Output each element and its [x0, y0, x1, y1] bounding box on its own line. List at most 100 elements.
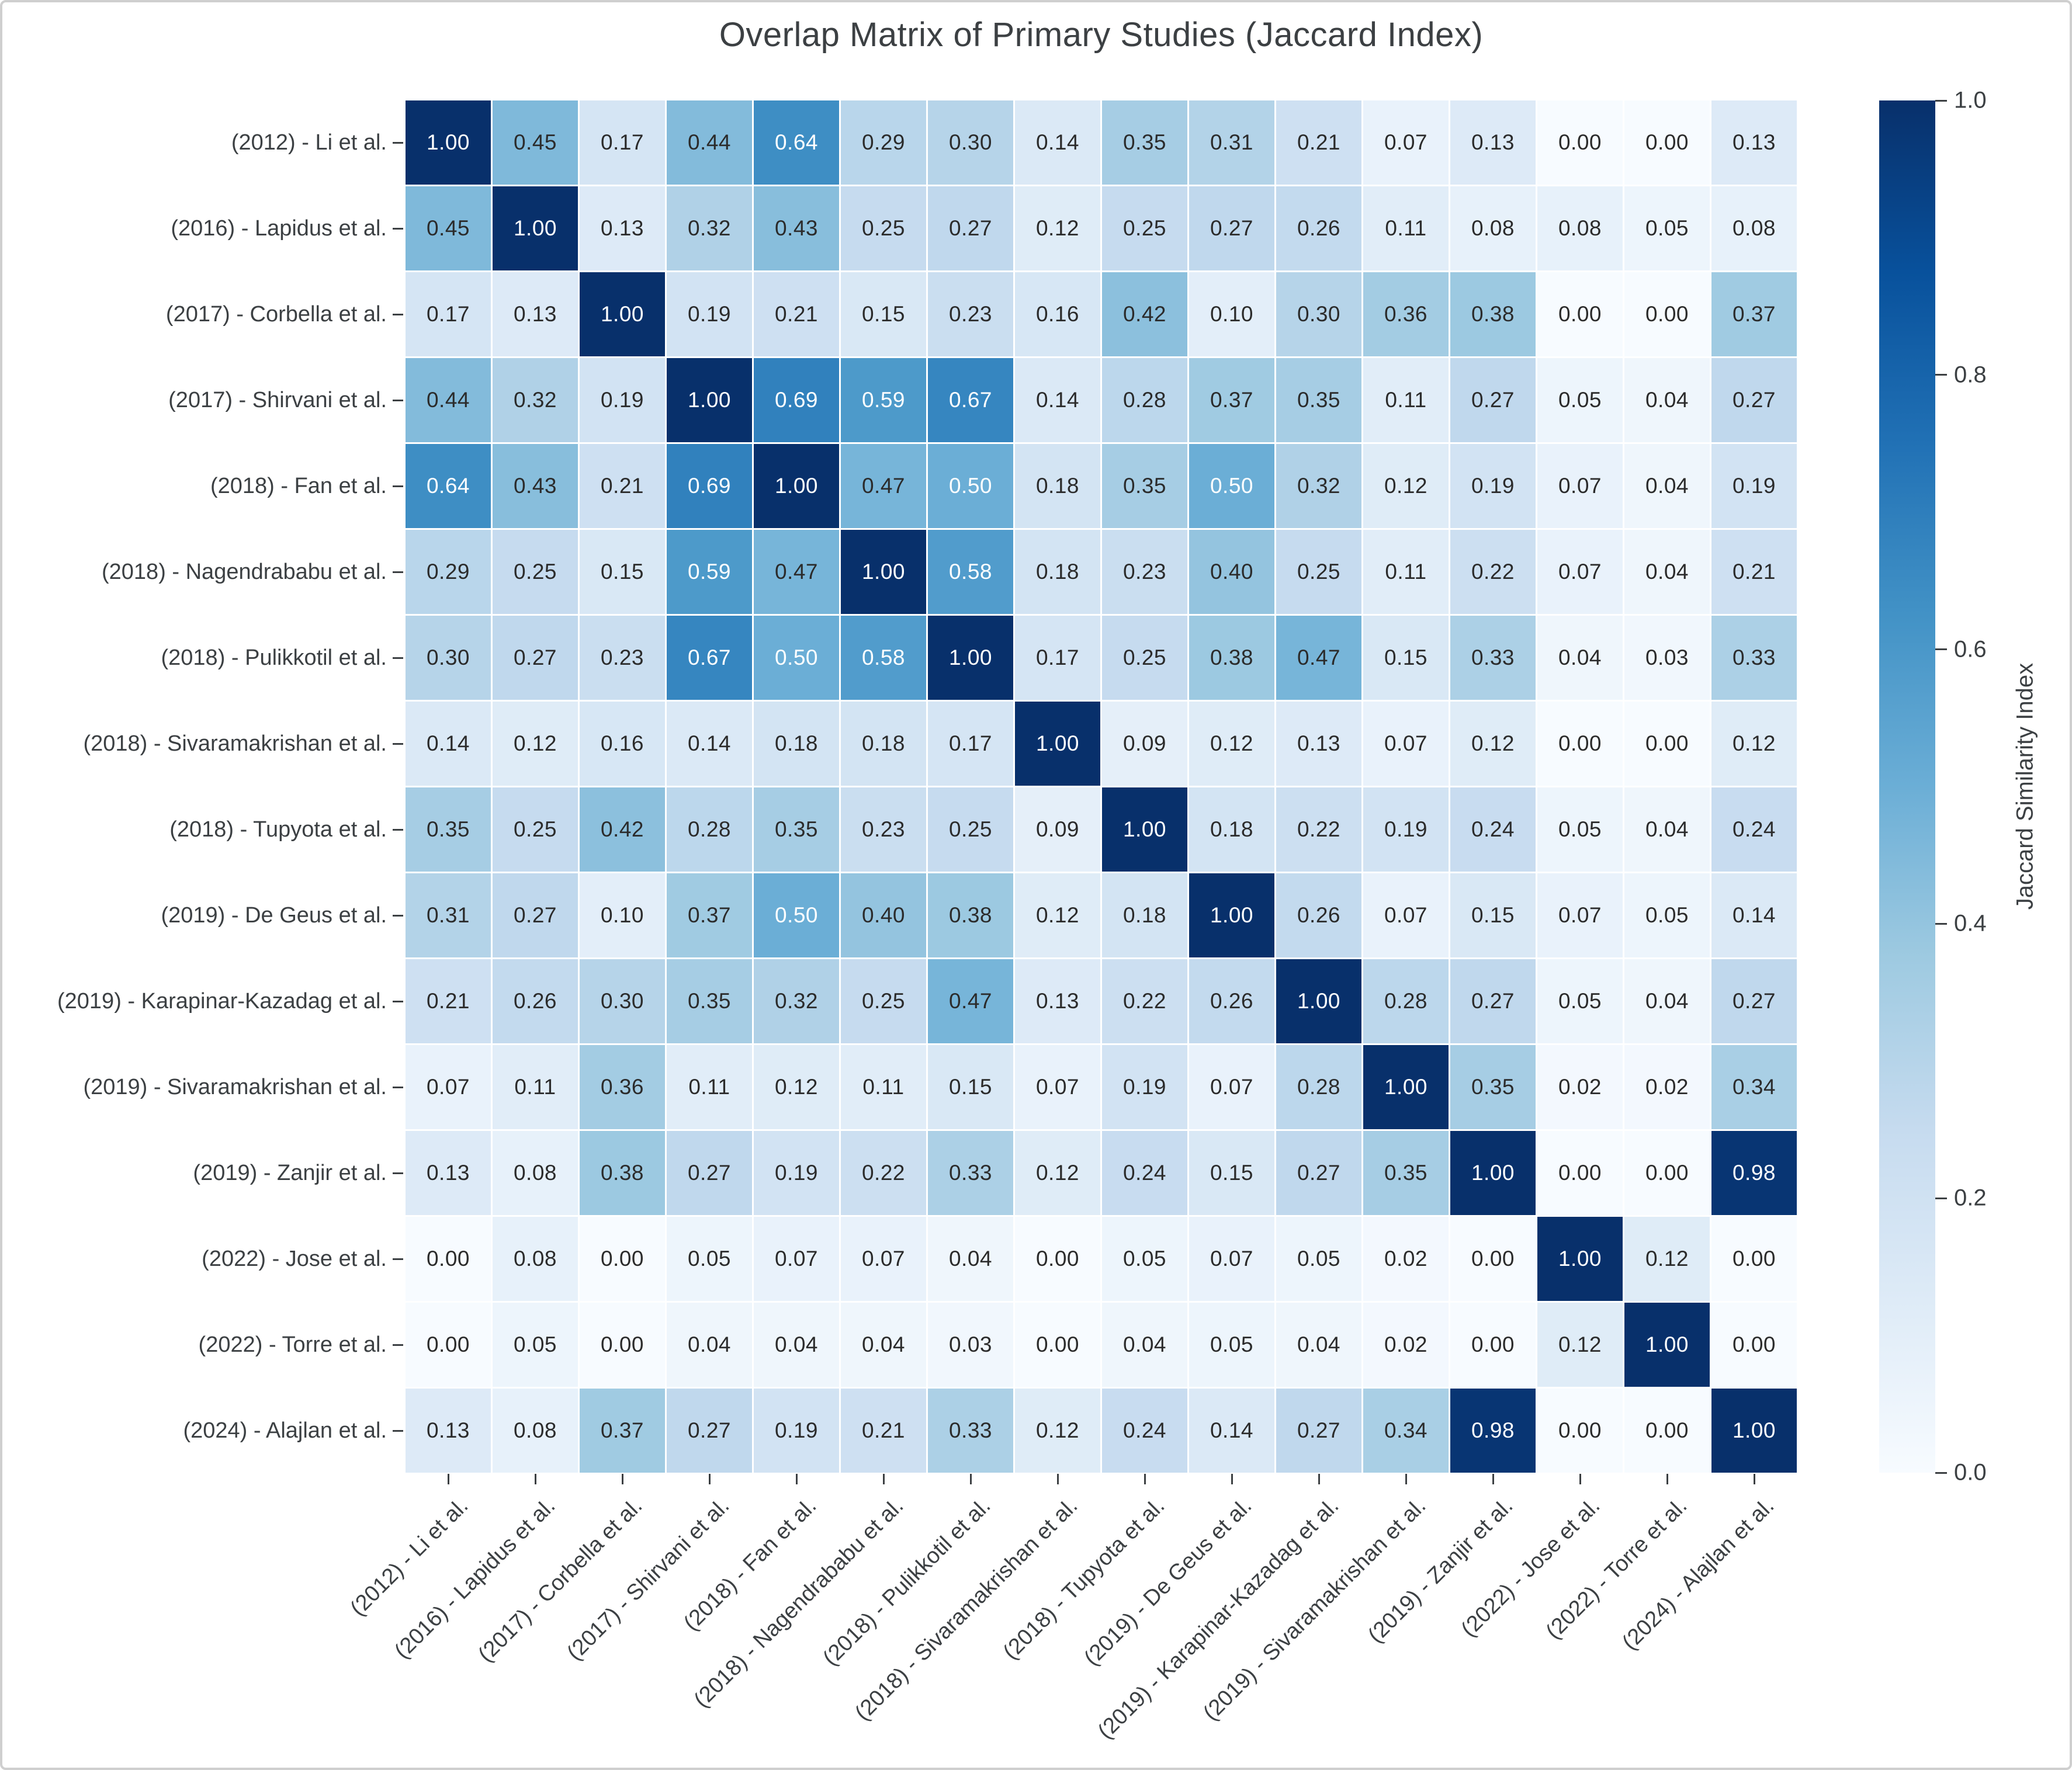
heatmap-cell: 0.05	[1537, 959, 1623, 1043]
colorbar-tick	[1935, 1197, 1947, 1199]
heatmap-cell: 0.00	[1624, 1389, 1710, 1473]
heatmap-cell: 0.10	[1189, 272, 1274, 356]
heatmap-cell: 0.29	[841, 100, 926, 185]
heatmap-cell: 0.00	[580, 1303, 665, 1387]
heatmap-cell: 0.13	[406, 1131, 491, 1215]
heatmap-cell: 0.08	[493, 1217, 578, 1301]
heatmap-cell: 0.14	[1711, 873, 1797, 957]
heatmap-cell: 0.00	[406, 1217, 491, 1301]
heatmap-cell: 0.14	[667, 702, 752, 786]
y-axis-tick	[393, 657, 403, 659]
y-axis-label: (2019) - De Geus et al.	[161, 903, 387, 928]
heatmap-cell: 0.13	[1711, 100, 1797, 185]
heatmap-cell: 0.00	[1624, 100, 1710, 185]
heatmap-cell: 0.27	[1450, 358, 1536, 442]
heatmap-cell: 0.50	[1189, 444, 1274, 528]
heatmap-cell: 0.08	[493, 1389, 578, 1473]
heatmap-cell: 0.11	[841, 1045, 926, 1129]
heatmap-cell: 0.12	[1015, 1389, 1100, 1473]
heatmap-cell: 0.38	[928, 873, 1013, 957]
heatmap-cell: 0.24	[1102, 1389, 1187, 1473]
x-axis-tick	[1231, 1474, 1233, 1484]
heatmap-cell: 0.27	[667, 1389, 752, 1473]
y-axis-tick	[393, 1258, 403, 1260]
heatmap-cell: 0.05	[1537, 358, 1623, 442]
heatmap-cell: 1.00	[928, 616, 1013, 700]
heatmap-cell: 0.02	[1537, 1045, 1623, 1129]
heatmap-cell: 0.12	[1537, 1303, 1623, 1387]
heatmap-cell: 0.17	[1015, 616, 1100, 700]
heatmap-cell: 0.27	[1189, 186, 1274, 270]
heatmap-grid: 1.00 0.45 0.17 0.44 0.64 0.29 0.30 0.14 0.35 0.31…	[406, 100, 1797, 1473]
y-axis-tick	[393, 743, 403, 745]
heatmap-cell: 0.45	[493, 100, 578, 185]
heatmap-cell: 0.07	[754, 1217, 839, 1301]
x-axis-tick	[1753, 1474, 1755, 1484]
heatmap-cell: 0.13	[1015, 959, 1100, 1043]
heatmap-cell: 0.27	[1276, 1389, 1361, 1473]
heatmap-cell: 0.30	[406, 616, 491, 700]
heatmap-cell: 0.26	[1189, 959, 1274, 1043]
heatmap-cell: 0.05	[1276, 1217, 1361, 1301]
heatmap-cell: 0.23	[580, 616, 665, 700]
heatmap-cell: 0.02	[1624, 1045, 1710, 1129]
heatmap-cell: 0.35	[1102, 100, 1187, 185]
y-axis-label: (2017) - Shirvani et al.	[168, 388, 387, 412]
heatmap-cell: 0.27	[928, 186, 1013, 270]
heatmap-cell: 0.38	[580, 1131, 665, 1215]
heatmap-cell: 0.15	[928, 1045, 1013, 1129]
heatmap-cell: 0.26	[1276, 873, 1361, 957]
heatmap-cell: 0.03	[1624, 616, 1710, 700]
colorbar-tick-label: 0.2	[1954, 1185, 1987, 1211]
y-axis-label: (2019) - Zanjir et al.	[193, 1161, 387, 1185]
heatmap-cell: 0.04	[1102, 1303, 1187, 1387]
heatmap-cell: 0.19	[754, 1131, 839, 1215]
heatmap-cell: 1.00	[1189, 873, 1274, 957]
heatmap-cell: 0.05	[493, 1303, 578, 1387]
heatmap-cell: 1.00	[754, 444, 839, 528]
x-axis-tick	[1144, 1474, 1146, 1484]
colorbar-tick-label: 0.8	[1954, 362, 1987, 388]
x-axis-tick	[969, 1474, 972, 1484]
y-axis-tick	[393, 1344, 403, 1346]
heatmap-cell: 0.19	[1450, 444, 1536, 528]
heatmap-cell: 0.12	[754, 1045, 839, 1129]
heatmap-cell: 0.15	[1189, 1131, 1274, 1215]
heatmap-cell: 0.17	[928, 702, 1013, 786]
heatmap-cell: 0.07	[1363, 100, 1449, 185]
heatmap-cell: 0.59	[667, 530, 752, 614]
heatmap-cell: 0.16	[1015, 272, 1100, 356]
heatmap-cell: 0.28	[1102, 358, 1187, 442]
heatmap-cell: 0.07	[1537, 530, 1623, 614]
heatmap-cell: 0.34	[1711, 1045, 1797, 1129]
y-axis-label: (2018) - Pulikkotil et al.	[161, 645, 387, 670]
heatmap-cell: 0.12	[1189, 702, 1274, 786]
y-axis-tick	[393, 829, 403, 831]
heatmap-cell: 0.04	[841, 1303, 926, 1387]
heatmap-cell: 0.35	[406, 787, 491, 872]
x-axis-label: (2024) - Alajlan et al.	[1617, 1493, 1779, 1655]
heatmap-cell: 0.04	[1276, 1303, 1361, 1387]
heatmap-cell: 0.08	[1450, 186, 1536, 270]
heatmap-cell: 0.43	[493, 444, 578, 528]
y-axis-tick	[393, 228, 403, 230]
y-axis-tick	[393, 1430, 403, 1432]
heatmap-cell: 1.00	[1015, 702, 1100, 786]
heatmap-cell: 1.00	[1276, 959, 1361, 1043]
heatmap-cell: 0.12	[1015, 186, 1100, 270]
heatmap-cell: 0.08	[1711, 186, 1797, 270]
y-axis-tick	[393, 485, 403, 487]
heatmap-cell: 0.04	[1624, 959, 1710, 1043]
colorbar-tick-label: 0.6	[1954, 636, 1987, 662]
y-axis-label: (2019) - Sivaramakrishan et al.	[83, 1075, 387, 1099]
heatmap-cell: 0.32	[754, 959, 839, 1043]
x-axis-tick	[882, 1474, 885, 1484]
heatmap-cell: 0.04	[1624, 444, 1710, 528]
heatmap-cell: 0.25	[841, 959, 926, 1043]
heatmap-cell: 0.50	[754, 616, 839, 700]
colorbar-tick-label: 0.4	[1954, 910, 1987, 936]
heatmap-cell: 0.45	[406, 186, 491, 270]
heatmap-cell: 0.10	[580, 873, 665, 957]
heatmap-cell: 0.00	[1624, 702, 1710, 786]
